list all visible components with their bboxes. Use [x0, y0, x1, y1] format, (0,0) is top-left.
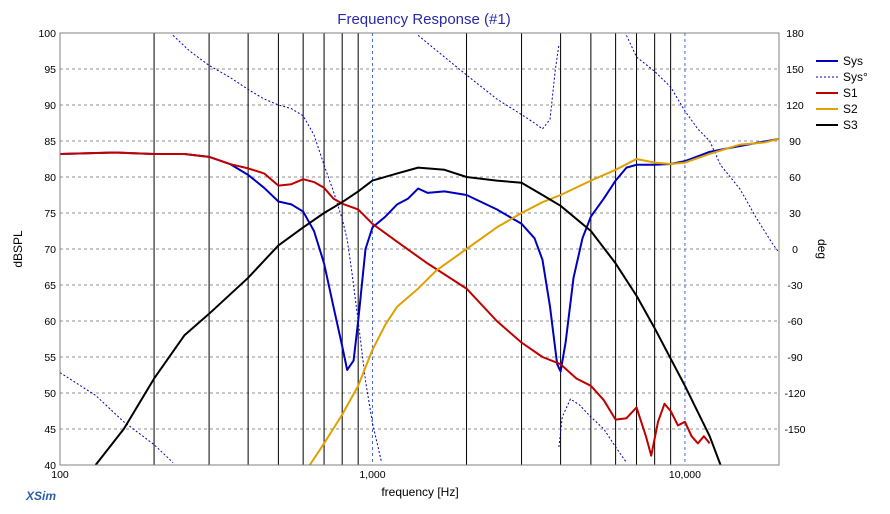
y2-tick-label: 180 [786, 28, 804, 40]
series-sys-line [60, 137, 779, 373]
y-tick-label: 40 [44, 460, 56, 472]
series-sys-phase-line [60, 372, 174, 463]
y2-tick-label: -90 [787, 352, 802, 364]
y-tick-label: 55 [44, 352, 56, 364]
series-s2-line [308, 137, 779, 465]
y2-tick-label: -30 [787, 280, 802, 292]
y-tick-label: 95 [44, 64, 56, 76]
legend-label-sys: Sys [843, 54, 863, 68]
series-sys-phase-line [172, 35, 383, 463]
y2-axis-label: deg [815, 239, 829, 259]
axes: 40 45 50 55 60 65 70 75 80 85 90 95 100 -150 -120 -90 -6… [38, 28, 805, 481]
legend-label-s1: S1 [843, 86, 858, 100]
legend-label-s2: S2 [843, 102, 858, 116]
series-sys-phase-line [626, 35, 779, 253]
y2-tick-label: 30 [789, 208, 801, 220]
y2-tick-label: -120 [784, 388, 805, 400]
chart-title: Frequency Response (#1) [337, 11, 510, 28]
y-tick-label: 100 [38, 28, 56, 40]
grid [60, 33, 779, 465]
y-tick-label: 65 [44, 280, 56, 292]
legend: Sys Sys° S1 S2 S3 [816, 54, 868, 132]
series-s1-line [60, 151, 711, 457]
y-tick-label: 80 [44, 172, 56, 184]
y-tick-label: 45 [44, 424, 56, 436]
y2-tick-label: 150 [786, 64, 804, 76]
y-tick-label: 50 [44, 388, 56, 400]
legend-label-sys: Sys° [843, 70, 868, 84]
y-tick-label: 85 [44, 136, 56, 148]
y2-tick-label: 0 [792, 244, 798, 256]
plot-frame [59, 32, 780, 466]
y2-tick-label: 60 [789, 172, 801, 184]
y2-tick-label: -150 [784, 424, 805, 436]
legend-label-s3: S3 [843, 118, 858, 132]
x-tick-label: 1,000 [359, 469, 385, 481]
x-tick-label: 100 [51, 469, 69, 481]
series-sys-phase-line [417, 35, 560, 130]
y-tick-label: 70 [44, 244, 56, 256]
y2-tick-label: 120 [786, 100, 804, 112]
y-tick-label: 90 [44, 100, 56, 112]
series-sys-phase-line [558, 398, 627, 463]
y2-tick-label: -60 [787, 316, 802, 328]
series-s3-line [94, 166, 722, 465]
x-axis-label: frequency [Hz] [381, 485, 458, 499]
xsim-logo: XSim [25, 489, 56, 503]
y-tick-label: 75 [44, 208, 56, 220]
x-tick-label: 10,000 [669, 469, 701, 481]
y-axis-label: dBSPL [11, 230, 25, 268]
y2-tick-label: 90 [789, 136, 801, 148]
series-layer [60, 35, 779, 465]
plot-area [60, 33, 779, 465]
y-tick-label: 60 [44, 316, 56, 328]
